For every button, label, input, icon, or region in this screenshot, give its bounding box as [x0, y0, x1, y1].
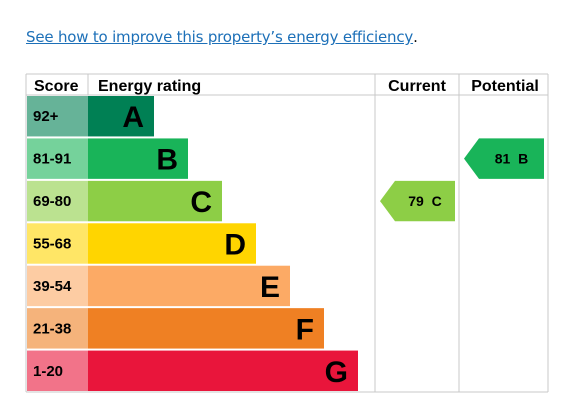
rating-letter-b: B: [156, 144, 178, 177]
grid-lines: [25, 73, 549, 393]
current-rating-arrow: [380, 180, 455, 222]
score-range-a: 92+: [33, 108, 59, 125]
header-score: Score: [34, 78, 79, 95]
score-cell-c: [27, 180, 88, 222]
score-cell-f: [27, 308, 88, 349]
score-cell-a: [27, 96, 88, 137]
header-energy-rating: Energy rating: [98, 78, 201, 95]
rating-bar-g: [88, 350, 358, 391]
rating-letter-c: C: [190, 186, 212, 219]
improve-efficiency-link[interactable]: See how to improve this property’s energ…: [26, 28, 418, 46]
header-current: Current: [388, 78, 446, 95]
rating-bar-d: [88, 223, 256, 264]
rating-bands: 92+ A 81-91 B 69-80 C 55-68 D 39-54 E 21-38 F 1-20 G: [27, 96, 358, 391]
potential-rating-label: 81 B: [495, 151, 528, 167]
rating-bar-e: [88, 265, 290, 307]
score-range-c: 69-80: [33, 193, 71, 210]
score-cell-d: [27, 223, 88, 264]
current-rating-label: 79 C: [408, 193, 441, 209]
link-suffix: .: [413, 28, 418, 46]
header-potential: Potential: [471, 78, 539, 95]
potential-rating-arrow: [464, 138, 544, 179]
rating-letter-d: D: [224, 229, 246, 262]
score-cell-g: [27, 350, 88, 391]
improve-efficiency-link-text[interactable]: See how to improve this property’s energ…: [26, 28, 414, 46]
rating-letter-e: E: [260, 271, 280, 304]
rating-bar-f: [88, 308, 324, 349]
score-range-d: 55-68: [33, 236, 71, 253]
score-range-f: 21-38: [33, 320, 71, 337]
score-cell-e: [27, 265, 88, 307]
score-range-g: 1-20: [33, 363, 63, 380]
rating-bar-b: [88, 138, 188, 179]
score-cell-b: [27, 138, 88, 179]
rating-letter-g: G: [325, 356, 348, 389]
score-range-b: 81-91: [33, 151, 71, 168]
rating-letter-a: A: [122, 101, 144, 134]
rating-indicators: 79 C 81 B: [380, 138, 544, 222]
rating-bar-a: [88, 96, 154, 137]
rating-bar-c: [88, 180, 222, 222]
rating-letter-f: F: [296, 313, 314, 346]
score-range-e: 39-54: [33, 278, 72, 295]
